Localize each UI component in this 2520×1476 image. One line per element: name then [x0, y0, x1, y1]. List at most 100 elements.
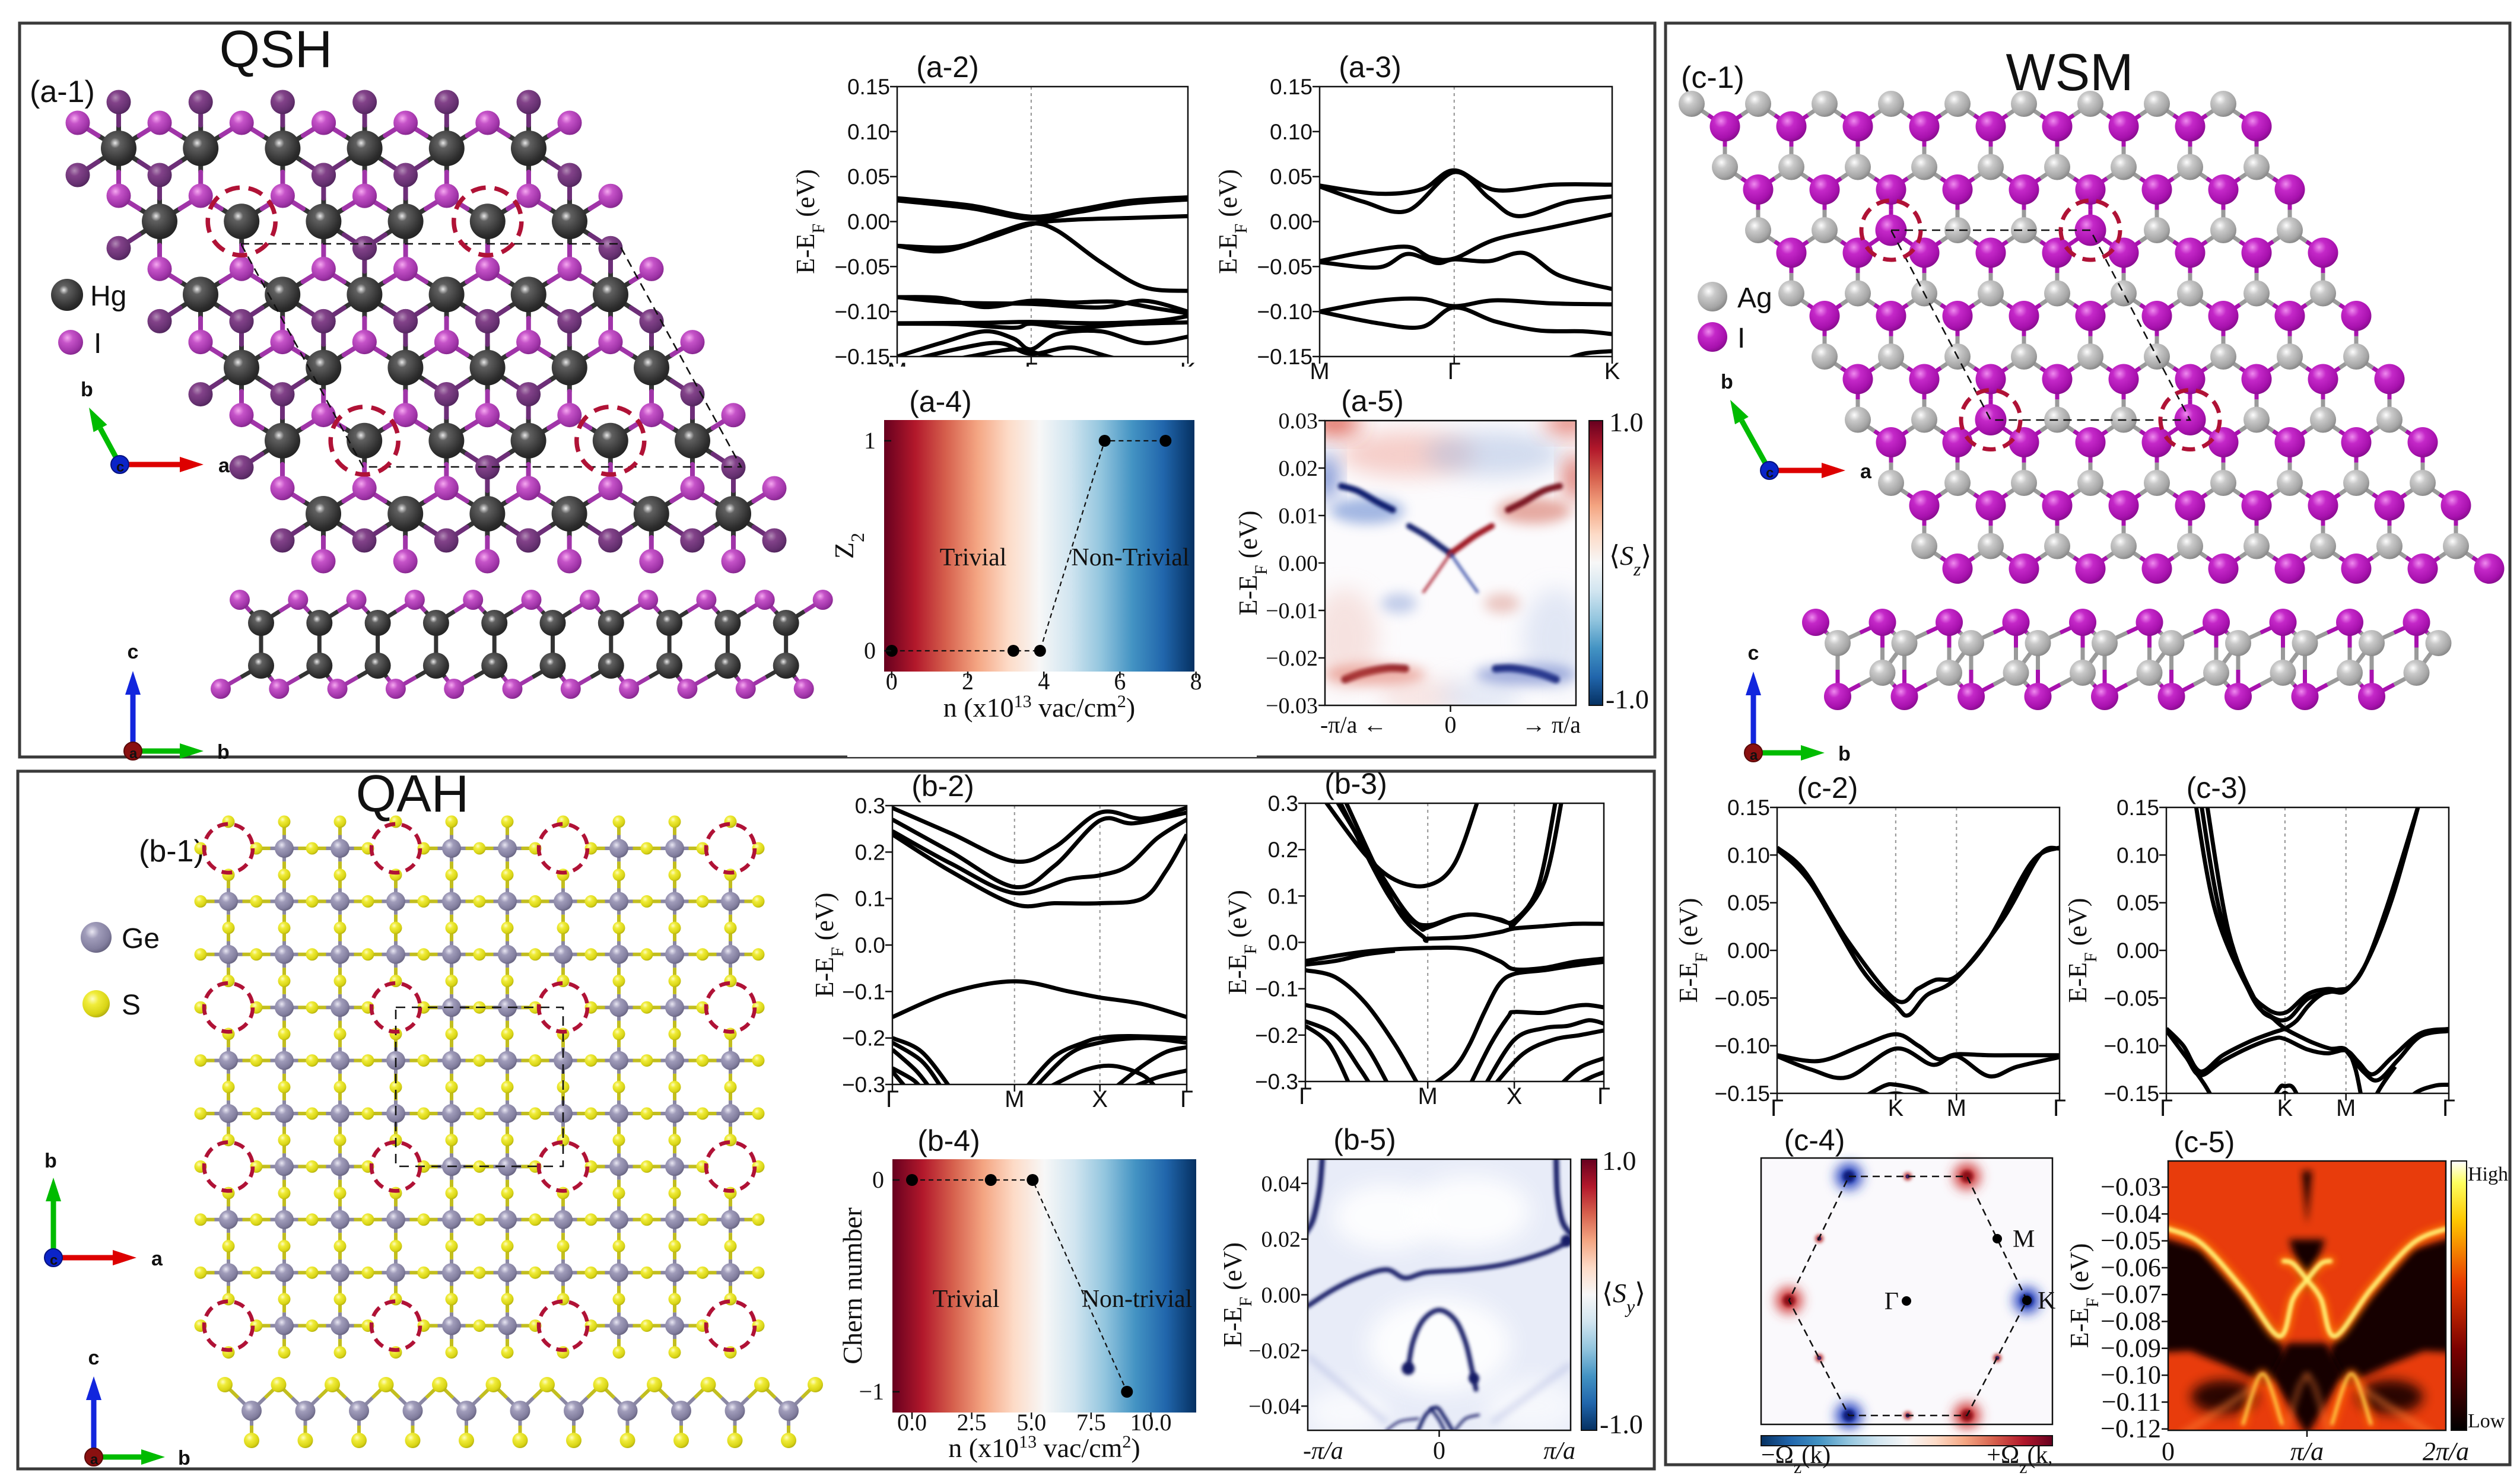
svg-text:−0.3: −0.3 — [842, 1073, 885, 1097]
svg-text:(c-3): (c-3) — [2187, 771, 2248, 804]
svg-text:−0.10: −0.10 — [2100, 1360, 2161, 1389]
svg-text:b: b — [217, 741, 230, 764]
svg-text:b: b — [1838, 743, 1851, 765]
svg-text:−0.1: −0.1 — [1255, 977, 1298, 1001]
svg-text:c: c — [128, 641, 139, 663]
svg-text:−0.3: −0.3 — [1255, 1070, 1298, 1094]
svg-text:c: c — [50, 1252, 58, 1268]
svg-text:0.10: 0.10 — [1727, 843, 1770, 867]
svg-text:(b-3): (b-3) — [1324, 767, 1387, 800]
svg-text:0.0: 0.0 — [897, 1409, 927, 1436]
svg-text:(a-5): (a-5) — [1341, 384, 1404, 418]
svg-text:b: b — [45, 1150, 57, 1172]
svg-text:Γ: Γ — [1885, 1288, 1899, 1315]
svg-text:Γ: Γ — [2160, 1095, 2173, 1121]
svg-text:−0.03: −0.03 — [2100, 1172, 2161, 1201]
svg-text:0.05: 0.05 — [2117, 891, 2159, 915]
svg-text:0.1: 0.1 — [855, 887, 885, 911]
svg-text:0.00: 0.00 — [1270, 210, 1313, 234]
svg-text:b: b — [1721, 371, 1733, 393]
svg-text:b: b — [81, 378, 93, 401]
svg-text:−0.02: −0.02 — [1266, 646, 1318, 671]
svg-text:-1.0: -1.0 — [1600, 1409, 1643, 1439]
svg-text:Γ: Γ — [1299, 1083, 1312, 1109]
svg-text:−0.06: −0.06 — [2100, 1253, 2161, 1282]
svg-text:0.10: 0.10 — [1270, 120, 1313, 144]
svg-text:Γ: Γ — [2053, 1095, 2066, 1121]
svg-text:0.01: 0.01 — [1279, 504, 1318, 529]
svg-text:-π/a ←: -π/a ← — [1320, 711, 1387, 738]
svg-text:0: 0 — [864, 637, 876, 664]
svg-text:8: 8 — [1190, 668, 1202, 695]
svg-text:S: S — [122, 990, 141, 1021]
svg-text:−0.10: −0.10 — [1257, 300, 1313, 324]
svg-text:K: K — [1888, 1095, 1904, 1121]
svg-text:−0.05: −0.05 — [834, 255, 890, 279]
svg-text:−0.04: −0.04 — [1248, 1394, 1301, 1419]
svg-text:(a-4): (a-4) — [909, 385, 972, 418]
svg-text:−0.1: −0.1 — [842, 979, 885, 1004]
svg-text:Chern number: Chern number — [837, 1207, 867, 1364]
svg-text:0: 0 — [1433, 1437, 1445, 1465]
svg-text:(b-1): (b-1) — [139, 834, 204, 869]
svg-text:M: M — [1947, 1095, 1966, 1121]
svg-text:0.3: 0.3 — [1268, 791, 1298, 816]
svg-text:1.0: 1.0 — [1602, 1146, 1636, 1176]
svg-text:−0.03: −0.03 — [1266, 694, 1318, 718]
svg-text:(a-2): (a-2) — [916, 50, 979, 84]
svg-text:−0.05: −0.05 — [1714, 986, 1770, 1010]
svg-text:c: c — [1766, 465, 1774, 481]
svg-text:0.10: 0.10 — [2117, 843, 2159, 867]
svg-text:10.0: 10.0 — [1130, 1409, 1172, 1436]
svg-text:Ge: Ge — [122, 923, 160, 955]
svg-text:0.15: 0.15 — [2117, 796, 2159, 820]
svg-text:0.05: 0.05 — [847, 165, 890, 189]
svg-text:0: 0 — [2162, 1437, 2175, 1466]
svg-text:−0.09: −0.09 — [2100, 1334, 2161, 1363]
svg-text:c: c — [88, 1347, 100, 1369]
svg-text:n (x1013 vac/cm2): n (x1013 vac/cm2) — [943, 692, 1135, 723]
svg-text:b: b — [178, 1447, 190, 1469]
svg-text:0.05: 0.05 — [1727, 891, 1770, 915]
svg-text:0.0: 0.0 — [1268, 931, 1298, 955]
svg-text:0.3: 0.3 — [855, 794, 885, 818]
svg-text:−0.07: −0.07 — [2100, 1280, 2161, 1309]
svg-text:M: M — [1005, 1086, 1024, 1112]
svg-text:4: 4 — [1038, 668, 1050, 695]
svg-text:a: a — [129, 746, 138, 762]
svg-text:−0.05: −0.05 — [2103, 986, 2159, 1010]
svg-text:Trivial: Trivial — [933, 1286, 1000, 1313]
svg-text:0.00: 0.00 — [1261, 1283, 1301, 1308]
svg-text:M: M — [1310, 358, 1329, 384]
svg-text:π/a: π/a — [1543, 1437, 1575, 1465]
svg-text:Ag: Ag — [1737, 282, 1772, 314]
svg-text:0.03: 0.03 — [1279, 409, 1318, 434]
svg-text:Γ: Γ — [886, 1086, 899, 1112]
svg-text:(b-4): (b-4) — [917, 1124, 980, 1157]
svg-text:Γ: Γ — [1448, 358, 1461, 384]
svg-text:(a-3): (a-3) — [1339, 50, 1402, 84]
svg-text:a: a — [1860, 460, 1872, 483]
svg-text:Γ: Γ — [2442, 1095, 2455, 1121]
svg-text:(b-5): (b-5) — [1333, 1123, 1396, 1156]
svg-text:High: High — [2468, 1163, 2508, 1185]
svg-text:0.2: 0.2 — [1268, 838, 1298, 862]
svg-text:(b-2): (b-2) — [911, 769, 974, 803]
svg-text:n (x1013 vac/cm2): n (x1013 vac/cm2) — [948, 1432, 1140, 1464]
svg-text:−0.04: −0.04 — [2100, 1199, 2161, 1228]
svg-text:(c-4): (c-4) — [1784, 1124, 1845, 1157]
svg-text:Γ: Γ — [1597, 1083, 1610, 1109]
svg-text:−0.15: −0.15 — [1257, 345, 1313, 369]
svg-text:−0.15: −0.15 — [834, 345, 890, 369]
svg-text:−0.11: −0.11 — [2102, 1387, 2161, 1416]
svg-text:0.05: 0.05 — [1270, 165, 1313, 189]
svg-text:0.15: 0.15 — [847, 75, 890, 99]
svg-text:-1.0: -1.0 — [1606, 684, 1649, 714]
svg-text:X: X — [1092, 1086, 1108, 1112]
svg-text:−0.05: −0.05 — [2100, 1226, 2161, 1255]
svg-text:0.00: 0.00 — [847, 210, 890, 234]
svg-text:→ π/a: → π/a — [1522, 711, 1581, 738]
svg-text:−0.2: −0.2 — [1255, 1023, 1298, 1048]
svg-text:M: M — [2013, 1226, 2035, 1253]
svg-text:I: I — [94, 328, 101, 360]
